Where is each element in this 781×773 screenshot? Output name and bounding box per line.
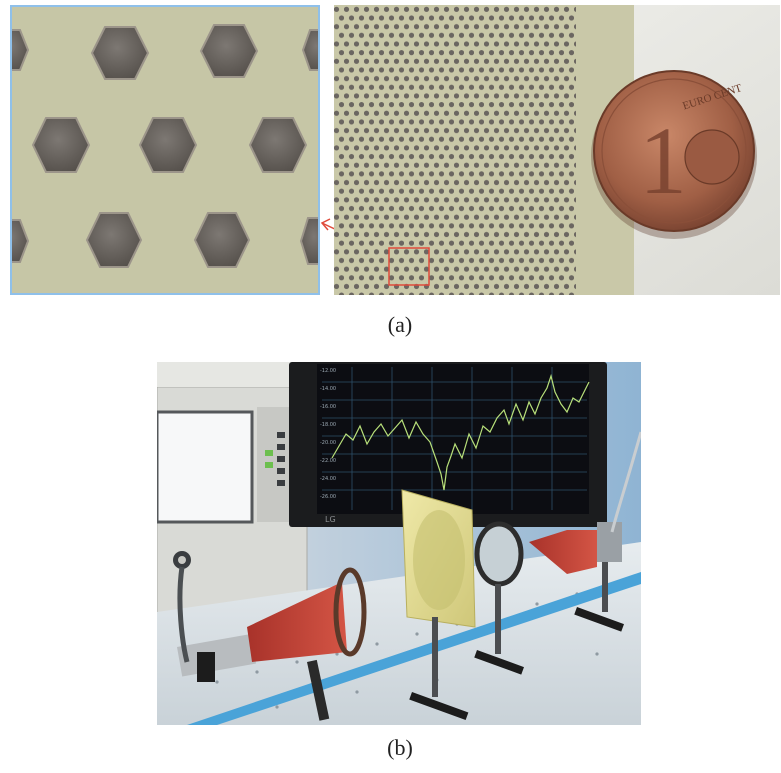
monitor-brand: LG (325, 515, 336, 524)
rail (187, 572, 641, 725)
coin-value: 1 (639, 107, 687, 214)
caption-b: (b) (387, 735, 413, 760)
inset-border (10, 5, 320, 295)
hex-hole-array (334, 5, 576, 295)
cable-right (610, 431, 641, 533)
lens-holder (474, 521, 524, 675)
hexagon-zoom-icon (10, 24, 320, 268)
measurement-trace (331, 373, 590, 491)
y-tick: -18.00 (320, 422, 336, 428)
y-tick: -16.00 (320, 404, 336, 410)
y-tick: -12.00 (320, 368, 336, 374)
y-tick: -14.00 (320, 386, 336, 392)
caption-a: (a) (387, 312, 413, 337)
coin-image: 1 EURO CENT (591, 70, 757, 239)
y-tick: -22.00 (320, 458, 336, 464)
right-horn-antenna (529, 522, 624, 632)
optical-table (157, 542, 641, 725)
y-tick: -26.00 (320, 494, 336, 500)
screen-grid (322, 367, 587, 510)
zoom-inset (10, 5, 320, 295)
lab-setup-photo: -12.00 -14.00 -16.00 -18.00 -20.00 -22.0… (157, 362, 641, 725)
left-horn-antenna (177, 567, 367, 721)
monitor: -12.00 -14.00 -16.00 -18.00 -20.00 -22.0… (289, 362, 607, 545)
zoom-region-box (388, 247, 430, 286)
fss-sample-plate (401, 489, 476, 721)
cable-left (177, 566, 190, 663)
board-photo: 1 EURO CENT (334, 5, 780, 295)
y-tick: -20.00 (320, 440, 336, 446)
monitor-screen (317, 364, 589, 514)
y-tick: -24.00 (320, 476, 336, 482)
